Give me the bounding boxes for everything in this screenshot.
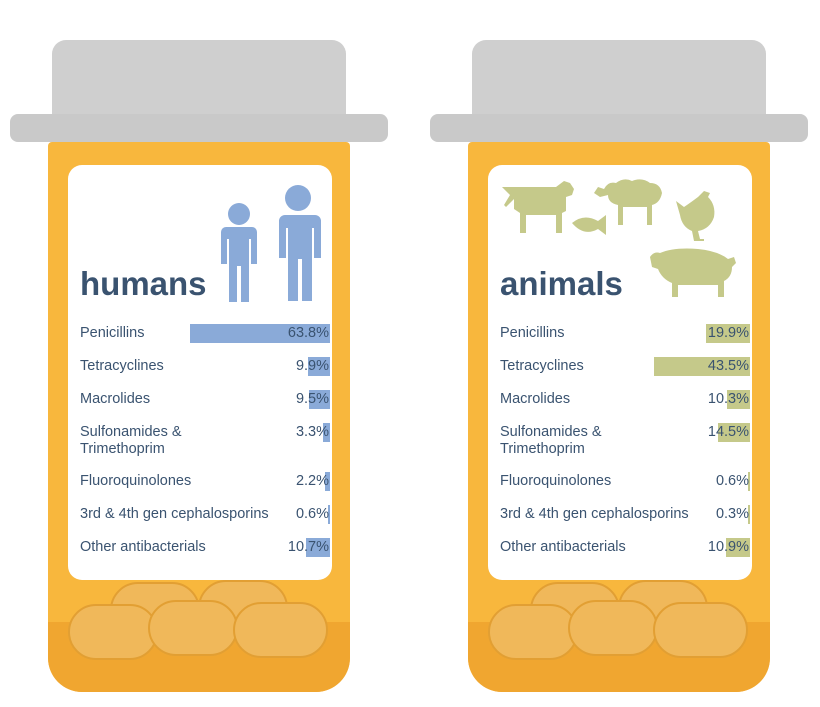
category-label: Penicillins — [80, 325, 145, 341]
value-label: 9.5% — [295, 391, 329, 407]
value-label: 10.9% — [707, 539, 749, 555]
animals-pill-bottle: animals Penicillins 19.9% Tetracyclines 43.… — [430, 0, 810, 707]
humans-label: humans Penicillins 63.8% Tetracyclines 9.9%… — [68, 165, 332, 580]
bar — [748, 505, 750, 524]
bar — [308, 357, 330, 376]
chart-title: humans — [80, 265, 207, 302]
pill — [68, 604, 158, 660]
value-label: 0.6% — [715, 473, 749, 489]
value-label: 19.9% — [707, 325, 749, 341]
sheep-icon — [594, 179, 662, 225]
value-label: 3.3% — [295, 424, 329, 440]
category-label: 3rd & 4th gen cephalosporins — [500, 506, 689, 522]
human-figures-icon — [221, 185, 321, 302]
bar — [718, 423, 750, 442]
humans-pill-bottle: humans Penicillins 63.8% Tetracyclines 9.9%… — [10, 0, 390, 707]
value-label: 2.2% — [295, 473, 329, 489]
value-label: 10.7% — [287, 539, 329, 555]
value-label: 0.6% — [295, 506, 329, 522]
value-label: 43.5% — [707, 358, 749, 374]
value-label: 10.3% — [707, 391, 749, 407]
category-label: Tetracyclines — [500, 358, 584, 374]
bottle-cap — [52, 40, 346, 120]
bar — [748, 472, 750, 491]
farm-animals-icon — [502, 179, 736, 297]
category-label: Macrolides — [500, 391, 571, 407]
category-label: 3rd & 4th gen cephalosporins — [80, 506, 269, 522]
bar — [306, 538, 330, 557]
category-label: Other antibacterials — [500, 539, 626, 555]
bar — [727, 390, 750, 409]
value-label: 0.3% — [715, 506, 749, 522]
value-label: 63.8% — [287, 325, 329, 341]
category-label: Penicillins — [500, 325, 565, 341]
bar — [325, 472, 330, 491]
bar — [706, 324, 750, 343]
pill — [488, 604, 578, 660]
value-label: 9.9% — [295, 358, 329, 374]
bottle-cap-rim — [10, 114, 388, 142]
category-label: Other antibacterials — [80, 539, 206, 555]
bar — [654, 357, 750, 376]
category-label: Fluoroquinolones — [500, 473, 612, 489]
bar — [726, 538, 750, 557]
pill — [653, 602, 748, 658]
bottle-cap — [472, 40, 766, 120]
value-label: 14.5% — [707, 424, 749, 440]
cow-icon — [502, 181, 574, 233]
chicken-icon — [676, 191, 715, 241]
pill — [148, 600, 238, 656]
category-label: Sulfonamides & Trimethoprim — [80, 424, 182, 457]
chart-title: animals — [500, 265, 623, 302]
pill — [568, 600, 658, 656]
animals-label: animals Penicillins 19.9% Tetracyclines 43.… — [488, 165, 752, 580]
bar — [322, 423, 330, 442]
fish-icon — [572, 215, 606, 235]
category-label: Fluoroquinolones — [80, 473, 192, 489]
bar — [309, 390, 330, 409]
pill — [233, 602, 328, 658]
category-label: Sulfonamides & Trimethoprim — [500, 424, 602, 457]
bar — [328, 505, 330, 524]
bar — [189, 324, 330, 343]
category-label: Tetracyclines — [80, 358, 164, 374]
category-label: Macrolides — [80, 391, 151, 407]
pig-icon — [650, 248, 736, 297]
bottle-cap-rim — [430, 114, 808, 142]
